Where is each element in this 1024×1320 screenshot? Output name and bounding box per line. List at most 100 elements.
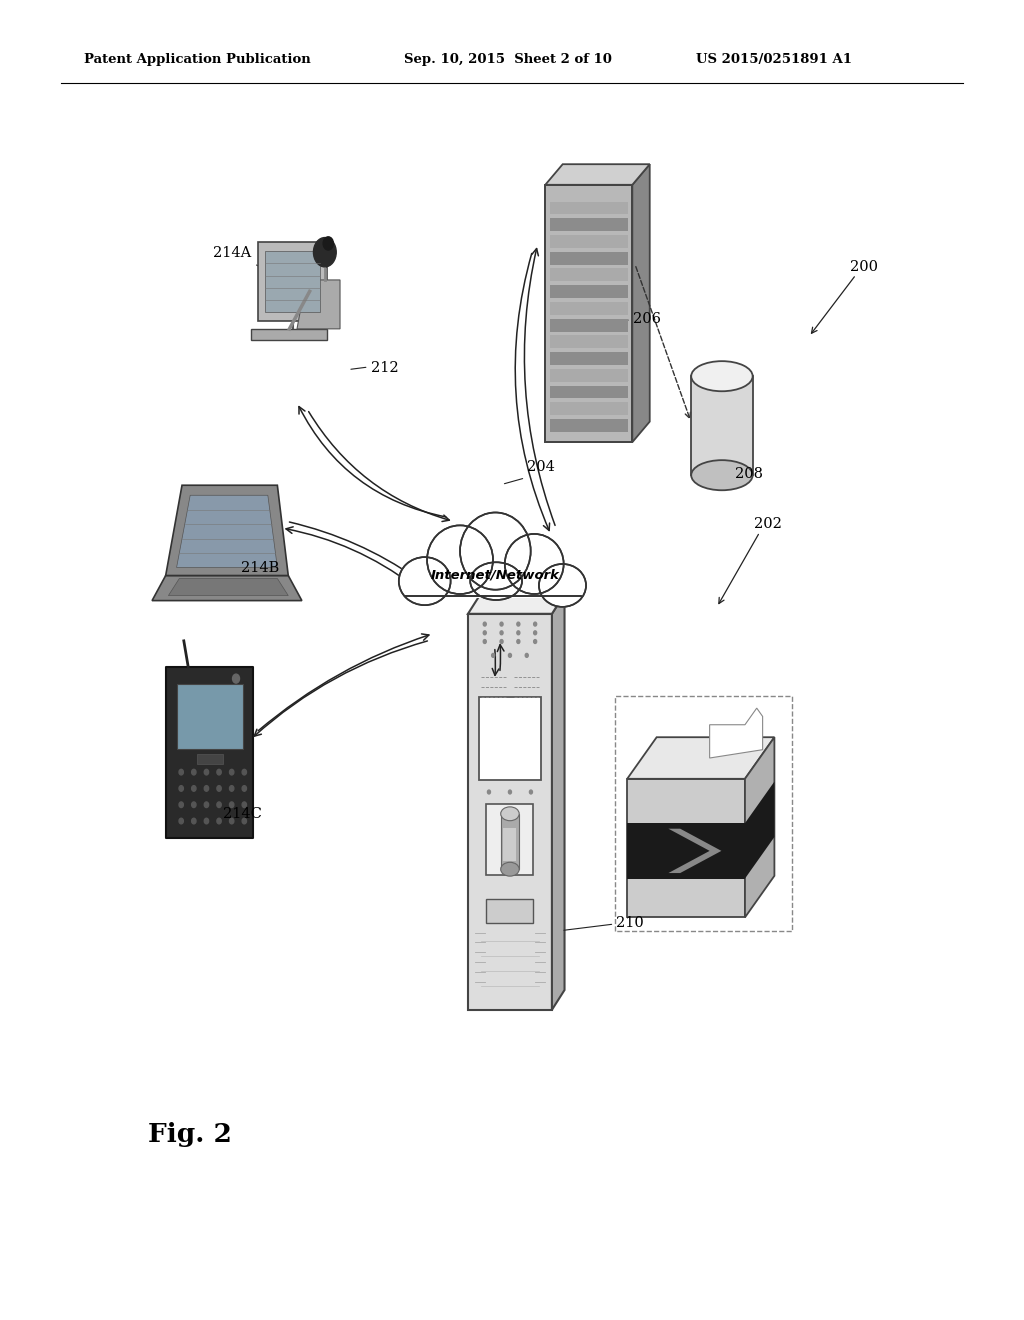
Circle shape (487, 791, 490, 793)
Polygon shape (669, 829, 721, 873)
Circle shape (229, 785, 233, 791)
Circle shape (179, 818, 183, 824)
Circle shape (483, 622, 486, 626)
Polygon shape (632, 164, 649, 442)
Text: Sep. 10, 2015  Sheet 2 of 10: Sep. 10, 2015 Sheet 2 of 10 (404, 53, 612, 66)
Text: Internet/Network: Internet/Network (431, 569, 560, 582)
Bar (166, 667, 254, 838)
Bar (550, 418, 628, 432)
Circle shape (324, 236, 334, 249)
Bar (468, 614, 552, 1010)
Circle shape (179, 803, 183, 808)
Polygon shape (745, 737, 774, 917)
Bar (479, 697, 541, 780)
Circle shape (242, 818, 247, 824)
Circle shape (204, 785, 209, 791)
Ellipse shape (542, 566, 583, 605)
Ellipse shape (691, 461, 753, 490)
Bar (177, 684, 243, 748)
Text: 214C: 214C (223, 808, 262, 821)
Circle shape (534, 640, 537, 643)
Circle shape (492, 653, 495, 657)
Circle shape (191, 770, 196, 775)
Ellipse shape (501, 862, 519, 876)
Bar (550, 403, 628, 416)
Circle shape (217, 770, 221, 775)
Circle shape (217, 803, 221, 808)
Circle shape (229, 770, 233, 775)
Polygon shape (168, 578, 289, 595)
Circle shape (517, 631, 520, 635)
Text: US 2015/0251891 A1: US 2015/0251891 A1 (696, 53, 852, 66)
Bar (550, 335, 628, 348)
Circle shape (534, 622, 537, 626)
Circle shape (529, 791, 532, 793)
Circle shape (191, 818, 196, 824)
Text: Fig. 2: Fig. 2 (148, 1122, 232, 1147)
Polygon shape (297, 280, 340, 329)
Ellipse shape (460, 512, 530, 590)
Circle shape (500, 631, 503, 635)
Text: 214A: 214A (213, 247, 251, 260)
Bar (504, 828, 516, 861)
Bar (550, 285, 628, 298)
Circle shape (483, 640, 486, 643)
Circle shape (509, 791, 511, 793)
Circle shape (500, 640, 503, 643)
Polygon shape (468, 594, 564, 614)
Circle shape (242, 785, 247, 791)
Bar (550, 318, 628, 331)
Bar (251, 329, 328, 341)
Circle shape (517, 640, 520, 643)
Circle shape (232, 675, 240, 684)
Bar (550, 352, 628, 364)
Bar (197, 754, 223, 764)
Circle shape (191, 803, 196, 808)
Circle shape (242, 770, 247, 775)
Ellipse shape (463, 515, 527, 587)
Ellipse shape (691, 362, 753, 391)
Polygon shape (552, 594, 564, 1010)
Polygon shape (627, 779, 745, 917)
Polygon shape (710, 708, 763, 758)
Text: 214B: 214B (241, 561, 279, 574)
Bar (550, 252, 628, 264)
Bar (258, 243, 328, 321)
Bar (550, 268, 628, 281)
Text: 212: 212 (371, 362, 398, 375)
Polygon shape (627, 737, 774, 779)
Text: 200: 200 (850, 260, 878, 273)
Text: 208: 208 (735, 467, 763, 480)
Circle shape (229, 818, 233, 824)
Ellipse shape (473, 565, 519, 598)
Circle shape (217, 818, 221, 824)
Text: 210: 210 (616, 916, 644, 929)
Ellipse shape (470, 562, 522, 601)
Bar (401, 579, 578, 598)
Polygon shape (627, 824, 745, 879)
Circle shape (483, 631, 486, 635)
Ellipse shape (430, 528, 489, 591)
Bar (550, 368, 628, 381)
Circle shape (191, 785, 196, 791)
Ellipse shape (401, 560, 447, 602)
Polygon shape (152, 576, 302, 601)
Circle shape (204, 803, 209, 808)
Bar (550, 218, 628, 231)
Polygon shape (176, 495, 278, 568)
Circle shape (217, 785, 221, 791)
Bar (550, 235, 628, 248)
Ellipse shape (501, 807, 519, 821)
Bar (550, 385, 628, 399)
Bar (265, 251, 321, 312)
Ellipse shape (427, 525, 493, 594)
Circle shape (204, 770, 209, 775)
Circle shape (517, 622, 520, 626)
Bar (486, 899, 534, 923)
Bar (550, 302, 628, 314)
Circle shape (229, 803, 233, 808)
Circle shape (179, 770, 183, 775)
Text: 204: 204 (527, 461, 555, 474)
Text: 202: 202 (754, 517, 781, 531)
Bar (691, 376, 753, 475)
